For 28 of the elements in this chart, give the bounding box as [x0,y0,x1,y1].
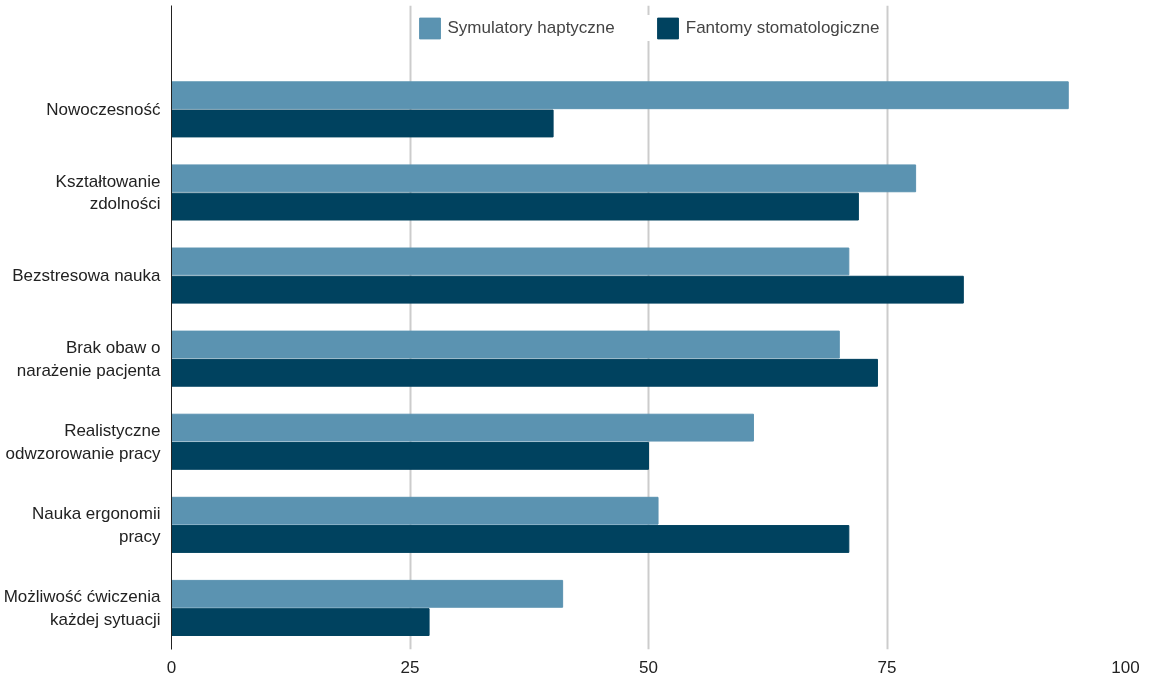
bar [171,164,917,193]
y-tick-label: Kształtowanie zdolności [55,171,161,214]
bar [171,413,754,442]
y-tick-label: Nauka ergonomii pracy [31,503,161,546]
y-tick-label: Nowoczesność [46,99,161,119]
y-tick-label: Możliwość ćwiczenia każdej sytuacji [3,587,162,629]
y-tick-label: Brak obaw o narażenie pacjenta [16,337,162,380]
bar [171,81,1069,110]
x-tick-label: 100 [1111,657,1140,677]
legend-label: Fantomy stomatologiczne [685,18,880,38]
bar [171,579,564,608]
bar [171,192,859,221]
x-tick-label: 75 [877,657,897,677]
bar [171,358,878,387]
x-tick-label: 0 [166,657,177,677]
legend-label: Symulatory haptyczne [447,18,615,38]
x-tick-label: 50 [639,657,658,677]
bar [171,441,649,470]
bar [171,247,850,276]
bar [171,109,554,138]
bar [171,496,659,525]
bar [171,525,850,553]
bar [171,275,964,304]
y-tick-label: Bezstresowa nauka [12,266,162,286]
y-tick-label: Realistyczne odwzorowanie pracy [5,420,161,463]
x-tick-label: 25 [400,657,420,677]
bar [171,608,430,636]
bar [171,330,840,359]
